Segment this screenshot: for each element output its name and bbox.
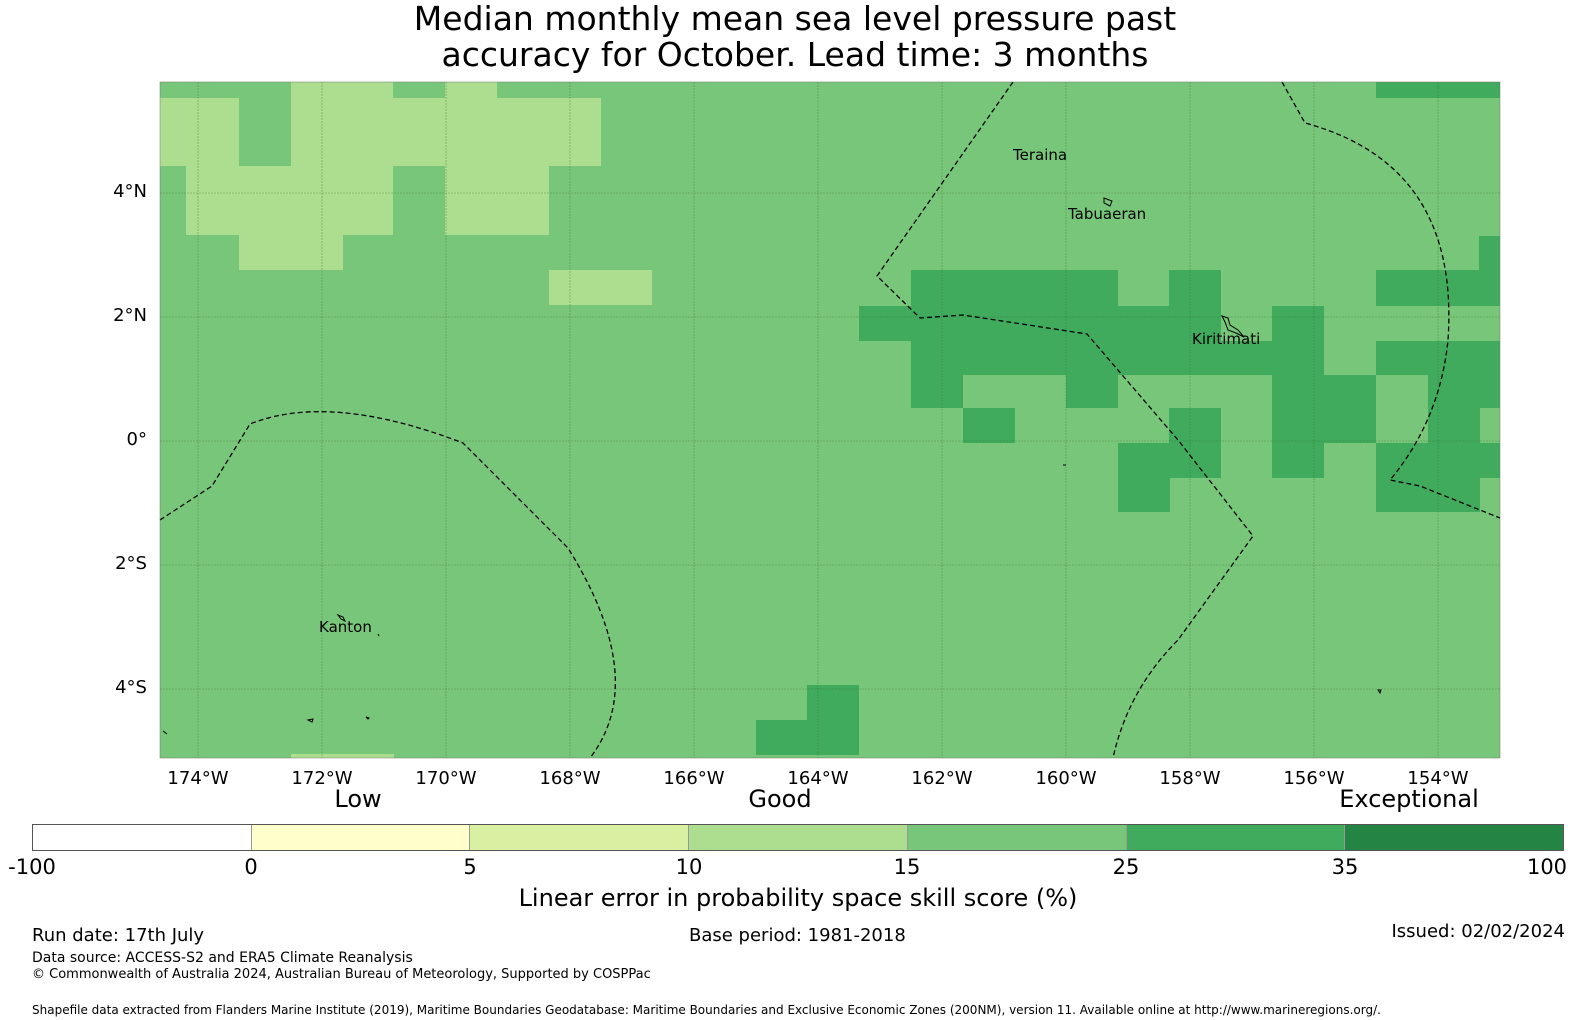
eez-boundary-phoenix-islands bbox=[159, 411, 616, 759]
colorbar-tick: 0 bbox=[244, 855, 258, 879]
skill-cell bbox=[393, 98, 601, 166]
skill-cell bbox=[911, 270, 1118, 306]
colorbar-segment bbox=[1345, 825, 1564, 850]
lat-tick-4s: 4°S bbox=[115, 677, 147, 698]
skill-cell bbox=[445, 166, 549, 235]
colorbar-segment bbox=[689, 825, 908, 850]
base-period: Base period: 1981-2018 bbox=[689, 925, 906, 946]
eez-boundary-east bbox=[1281, 81, 1501, 519]
place-label-teraina: Teraina bbox=[1013, 146, 1068, 164]
colorbar-segment bbox=[907, 825, 1127, 850]
skill-cell bbox=[1428, 408, 1480, 443]
colorbar bbox=[32, 824, 1564, 851]
skill-cell bbox=[186, 166, 393, 235]
skill-cell bbox=[1066, 375, 1118, 408]
colorbar-segment bbox=[251, 825, 471, 850]
skill-cell bbox=[239, 235, 343, 270]
island-small-4 bbox=[162, 730, 168, 735]
place-label-tabuaeran: Tabuaeran bbox=[1068, 205, 1147, 223]
skill-cell bbox=[1272, 443, 1324, 478]
lon-tick-162w: 162°W bbox=[911, 768, 973, 789]
skill-grid bbox=[160, 82, 1500, 758]
skill-cell bbox=[1118, 443, 1221, 478]
island-small-1 bbox=[306, 718, 314, 723]
island-small-2 bbox=[365, 716, 370, 720]
skill-cell bbox=[291, 82, 393, 166]
graticule bbox=[160, 82, 1500, 758]
island-small-6 bbox=[377, 633, 380, 637]
lon-tick-158w: 158°W bbox=[1159, 768, 1221, 789]
chart-title-line-1: Median monthly mean sea level pressure p… bbox=[413, 0, 1177, 38]
data-source: Data source: ACCESS-S2 and ERA5 Climate … bbox=[32, 950, 413, 966]
skill-cell bbox=[1428, 375, 1500, 408]
skill-cell bbox=[1324, 341, 1376, 375]
lon-tick-172w: 172°W bbox=[291, 768, 353, 789]
skill-cell bbox=[160, 98, 239, 166]
place-label-kanton: Kanton bbox=[319, 618, 372, 636]
legend-category-low: Low bbox=[334, 785, 382, 813]
colorbar-segment bbox=[33, 825, 252, 850]
lat-tick-4n: 4°N bbox=[113, 181, 147, 202]
lon-tick-166w: 166°W bbox=[663, 768, 725, 789]
lon-tick-170w: 170°W bbox=[415, 768, 477, 789]
island-tabuaeran-shape bbox=[1103, 197, 1113, 207]
lat-tick-2s: 2°S bbox=[115, 553, 147, 574]
lat-tick-2n: 2°N bbox=[113, 305, 147, 326]
issued-date: Issued: 02/02/2024 bbox=[1391, 921, 1565, 942]
lon-tick-156w: 156°W bbox=[1283, 768, 1345, 789]
skill-cell bbox=[1376, 478, 1480, 512]
legend-category-good: Good bbox=[748, 785, 812, 813]
lat-tick-0: 0° bbox=[126, 429, 147, 450]
skill-cell bbox=[807, 685, 859, 720]
skill-cell bbox=[549, 270, 652, 305]
lon-tick-164w: 164°W bbox=[787, 768, 849, 789]
skill-cell bbox=[911, 341, 1500, 375]
colorbar-segment bbox=[1126, 825, 1346, 850]
eez-boundaries bbox=[159, 81, 1501, 759]
skill-cell bbox=[1272, 375, 1376, 408]
skill-cell bbox=[756, 720, 859, 755]
lon-tick-160w: 160°W bbox=[1035, 768, 1097, 789]
lon-tick-174w: 174°W bbox=[167, 768, 229, 789]
skill-cell bbox=[963, 408, 1015, 443]
colorbar-tick: -100 bbox=[8, 855, 56, 879]
island-kanton-shape bbox=[336, 613, 347, 623]
colorbar-segment bbox=[470, 825, 690, 850]
islands bbox=[162, 197, 1382, 735]
colorbar-label: Linear error in probability space skill … bbox=[518, 884, 1078, 912]
skill-cell bbox=[1272, 306, 1324, 341]
colorbar-tick: 25 bbox=[1112, 855, 1140, 879]
colorbar-tick: 15 bbox=[893, 855, 921, 879]
skill-cell bbox=[859, 306, 1221, 341]
island-small-3 bbox=[1377, 689, 1382, 695]
lon-tick-168w: 168°W bbox=[539, 768, 601, 789]
island-kiritimati-shape bbox=[1221, 315, 1245, 338]
skill-cell bbox=[911, 375, 963, 408]
colorbar-tick: 100 bbox=[1526, 855, 1568, 879]
place-label-kiritimati: Kiritimati bbox=[1192, 330, 1261, 348]
copyright: © Commonwealth of Australia 2024, Austra… bbox=[32, 967, 651, 982]
skill-cell bbox=[1169, 408, 1221, 443]
chart-title-line-2: accuracy for October. Lead time: 3 month… bbox=[441, 35, 1149, 74]
colorbar-tick: 5 bbox=[463, 855, 477, 879]
legend-category-exceptional: Exceptional bbox=[1339, 785, 1479, 813]
colorbar-tick: 35 bbox=[1331, 855, 1359, 879]
run-date: Run date: 17th July bbox=[32, 925, 205, 946]
colorbar-tick: 10 bbox=[675, 855, 703, 879]
map-frame bbox=[159, 81, 1501, 759]
shapefile-credit: Shapefile data extracted from Flanders M… bbox=[32, 1003, 1381, 1017]
skill-cell bbox=[1221, 408, 1272, 443]
eez-boundary-line-islands bbox=[876, 81, 1254, 759]
lon-tick-154w: 154°W bbox=[1407, 768, 1469, 789]
skill-cell bbox=[291, 754, 394, 758]
skill-cell bbox=[1014, 375, 1066, 408]
skill-cell bbox=[1272, 408, 1376, 443]
skill-cell bbox=[1169, 270, 1221, 306]
skill-cell bbox=[1118, 478, 1170, 512]
skill-cell bbox=[1479, 236, 1500, 270]
